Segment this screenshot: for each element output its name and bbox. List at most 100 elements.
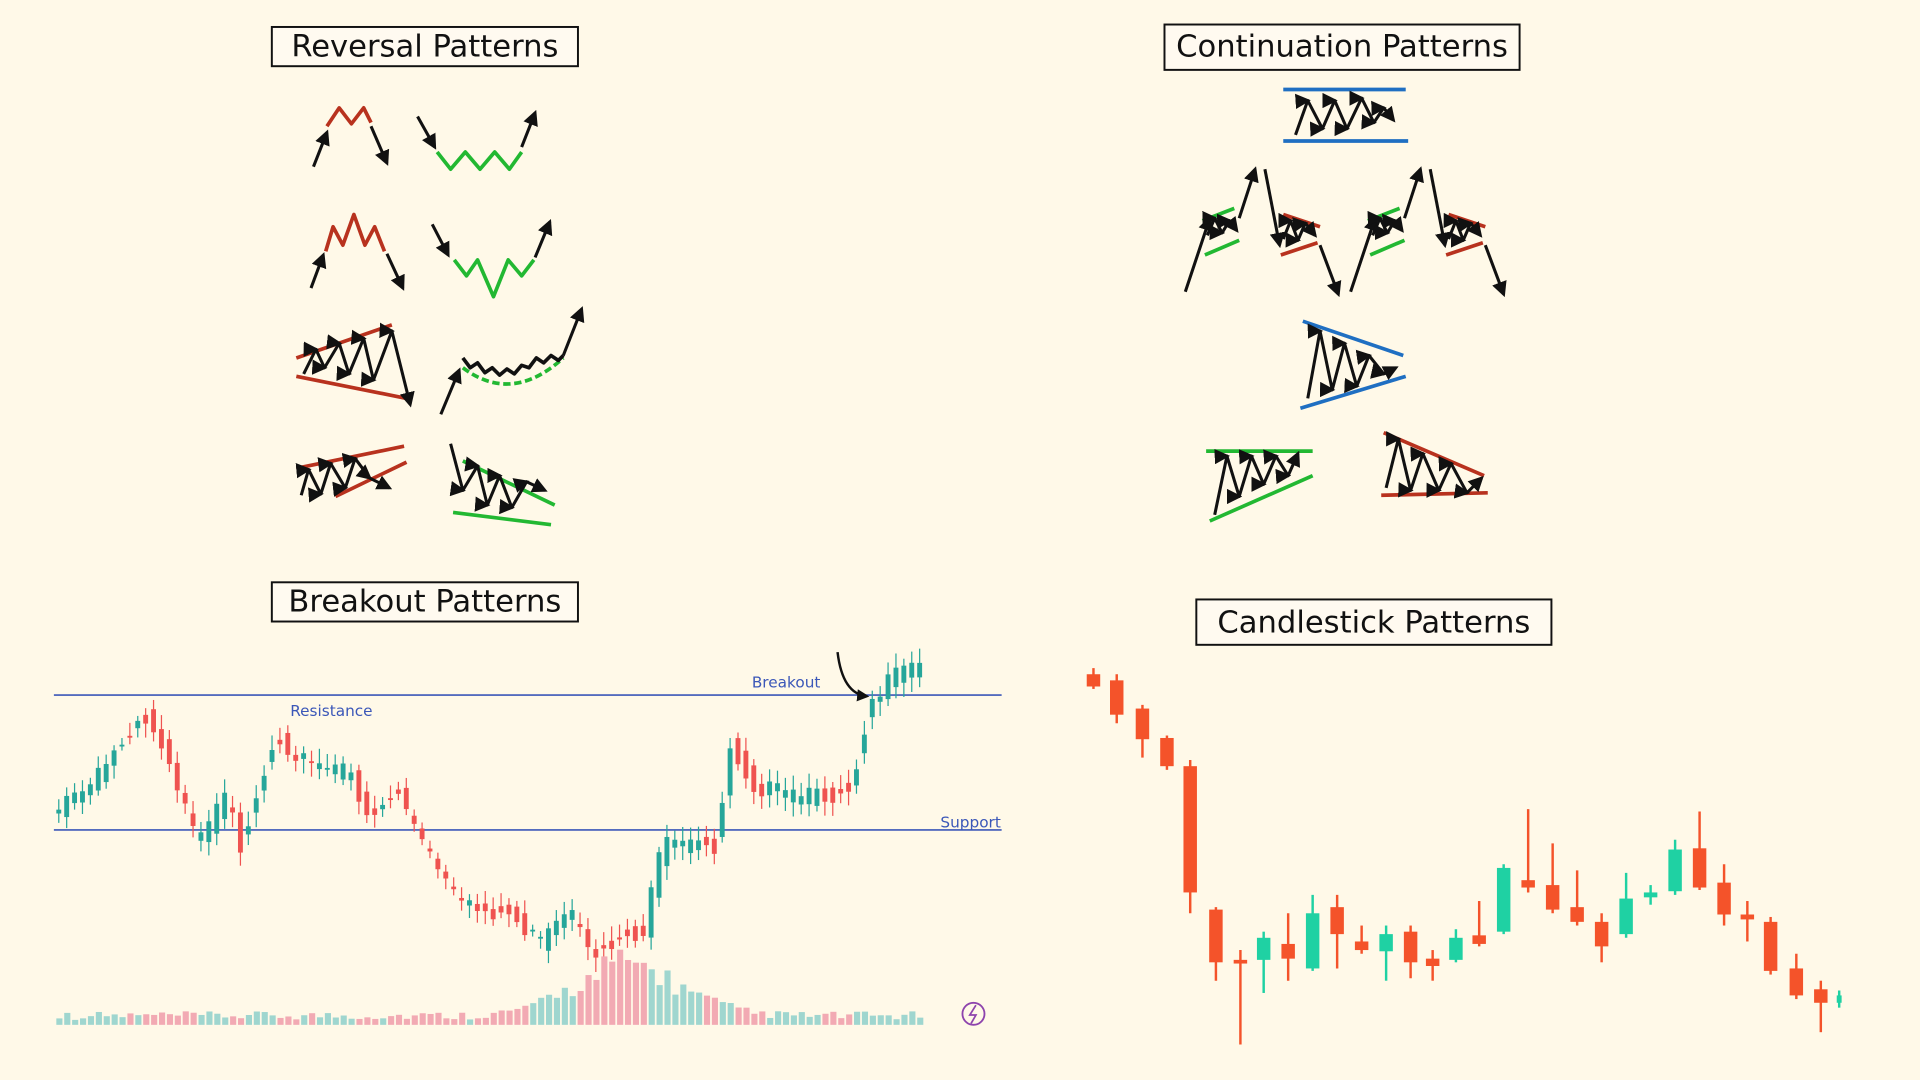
candle-body (830, 787, 836, 803)
candle-body (1379, 934, 1393, 952)
volume-bar (103, 1016, 110, 1025)
candle-body (838, 789, 844, 794)
volume-bar (775, 1011, 782, 1025)
volume-bar (166, 1014, 174, 1025)
candle-body (1209, 909, 1223, 963)
candle-body (411, 815, 417, 824)
volume-bar (253, 1011, 260, 1025)
volume-bar (174, 1015, 181, 1025)
volume-bar (190, 1012, 197, 1025)
candle-body (166, 739, 172, 765)
candle-body (1330, 907, 1344, 935)
candle-body (1183, 766, 1197, 893)
volume-bar (182, 1011, 189, 1025)
volume-bar (372, 1018, 379, 1025)
candle-body (1086, 674, 1101, 687)
candle-body (743, 750, 749, 779)
pattern-sketches (295, 87, 1507, 527)
candle-body (214, 803, 220, 834)
volume-bar (711, 997, 718, 1025)
candle-body (1521, 880, 1535, 888)
candle-body (751, 765, 757, 792)
volume-bar (830, 1011, 837, 1025)
candle-body (72, 792, 78, 804)
title-box (270, 581, 579, 623)
trend-arrow (312, 129, 330, 168)
volume-bar (64, 1012, 71, 1025)
trend-arrow (1367, 210, 1404, 241)
candle-body (380, 804, 386, 810)
volume-bar (419, 1013, 426, 1025)
candle-body (198, 832, 204, 841)
volume-bar (901, 1014, 908, 1025)
candle-body (854, 769, 859, 786)
candle-body (1305, 913, 1320, 969)
candle-body (1717, 882, 1731, 915)
volume-bar (696, 992, 703, 1025)
volume-bar (87, 1016, 95, 1025)
candle-body (1545, 885, 1560, 910)
volume-bar (348, 1018, 355, 1025)
candle-body (1789, 968, 1804, 996)
candle-body (877, 696, 883, 702)
volume-bar (395, 1014, 403, 1025)
volume-bar (703, 995, 711, 1025)
volume-bar (640, 962, 647, 1025)
trend-arrow (302, 322, 415, 408)
candle-body (190, 813, 196, 827)
trend-arrow (369, 125, 390, 166)
volume-bar (798, 1012, 805, 1025)
volume-bar (214, 1013, 221, 1025)
candle-body (237, 812, 243, 853)
candle-body (790, 789, 796, 803)
volume-bar (601, 956, 608, 1025)
candle-body (1643, 892, 1658, 898)
pattern-line (452, 258, 536, 299)
volume-bar (80, 1018, 87, 1025)
candle-body (309, 761, 314, 764)
candle-body (806, 787, 812, 805)
candle-body (64, 795, 70, 818)
candle-body (222, 792, 228, 820)
candle-body (293, 754, 299, 761)
volume-bar (490, 1012, 497, 1025)
candle-body (680, 840, 686, 847)
volume-bar (222, 1017, 229, 1025)
candle-body (1425, 958, 1440, 966)
volume-bar (569, 996, 576, 1025)
trend-arrow (439, 367, 462, 415)
candle-body (672, 839, 678, 848)
candle-body (703, 836, 709, 846)
volume-bar (127, 1013, 134, 1025)
volume-bar (111, 1014, 118, 1025)
candle-body (617, 937, 622, 940)
title-box (270, 25, 579, 68)
volume-bar (451, 1019, 458, 1025)
candle-body (585, 929, 591, 948)
volume-bar (735, 1007, 742, 1025)
candle-body (403, 787, 409, 810)
trend-arrow (1294, 90, 1396, 137)
candle-body (364, 791, 370, 816)
pattern-line (1381, 490, 1488, 498)
volume-bar (380, 1018, 387, 1025)
candle-body (490, 909, 496, 920)
candle-body (103, 764, 109, 783)
candle-body (56, 809, 62, 814)
candle-body (482, 903, 488, 912)
volume-bar (538, 997, 545, 1025)
trend-arrow (1237, 166, 1259, 219)
trend-arrow (1263, 168, 1285, 249)
breakout-chart: Breakout Resistance Support (53, 648, 1002, 1026)
candle-body (182, 792, 188, 804)
candle-body (1740, 914, 1755, 920)
panel-title: Breakout Patterns (288, 585, 561, 620)
candle-body (95, 767, 101, 791)
candle-body (340, 763, 346, 780)
candle-body (1496, 867, 1511, 932)
candle-body (427, 848, 433, 852)
candle-body (1570, 907, 1584, 922)
volume-bar (198, 1014, 205, 1025)
volume-bar (861, 1011, 869, 1025)
